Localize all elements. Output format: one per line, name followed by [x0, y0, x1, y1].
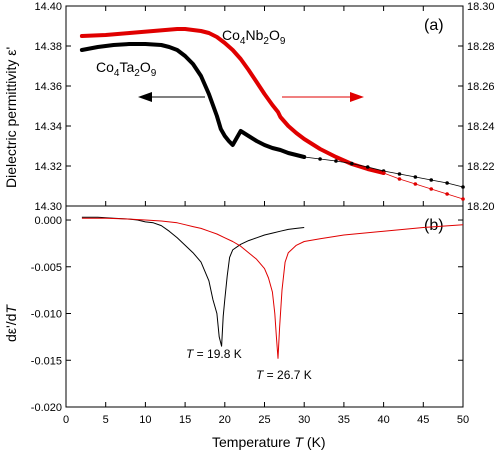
series-line-a-1 — [79, 27, 386, 175]
data-point — [445, 192, 449, 196]
y-tick-b-label: -0.005 — [31, 262, 62, 274]
series-line-b-0 — [81, 216, 305, 347]
data-point — [381, 171, 386, 175]
y-tick-right-label: 18.22 — [467, 161, 495, 173]
data-point — [461, 197, 465, 201]
series-line-b-1 — [81, 217, 464, 359]
x-tick-label: 10 — [139, 414, 151, 426]
data-point — [397, 172, 402, 176]
y-tick-right-label: 18.26 — [467, 81, 495, 93]
x-tick-label: 40 — [377, 414, 389, 426]
data-point — [413, 175, 418, 179]
panel-b-tag: (b) — [424, 217, 444, 234]
y-tick-right-label: 18.28 — [467, 41, 495, 53]
panel-a-tag: (a) — [424, 17, 444, 34]
data-point — [429, 187, 434, 191]
right-arrow — [282, 92, 364, 102]
y-tick-b-label: -0.015 — [31, 355, 62, 367]
y-tick-left-label: 14.30 — [34, 201, 62, 213]
data-point — [318, 157, 322, 161]
y-tick-right-label: 18.24 — [467, 121, 495, 133]
x-tick-label: 15 — [179, 414, 191, 426]
x-tick-label: 5 — [103, 414, 109, 426]
y-tick-left-label: 14.38 — [34, 41, 62, 53]
series-label-ta: Co4Ta2O9 — [96, 59, 157, 79]
data-point — [429, 178, 434, 182]
y-tick-b-label: -0.020 — [31, 402, 62, 414]
data — [79, 27, 465, 359]
y-tick-left-label: 14.34 — [34, 121, 62, 133]
y-axis-label-a: Dielectric permittivity ε' — [3, 47, 19, 188]
left-arrow — [138, 92, 205, 102]
annotation-t-ta: T = 19.8 K — [186, 347, 242, 361]
y-tick-left-label: 14.40 — [34, 1, 62, 13]
data-point — [302, 155, 307, 159]
x-tick-label: 45 — [417, 414, 429, 426]
x-tick-label: 30 — [298, 414, 310, 426]
x-tick-label: 20 — [219, 414, 231, 426]
y-tick-b-label: -0.010 — [31, 309, 62, 321]
ticks: 0 5 10 15 20 25 30 35 40 45 50 14.30 14.32 14.34 14.36… — [31, 1, 495, 426]
x-tick-label: 25 — [258, 414, 270, 426]
data-point — [365, 165, 370, 169]
data-point — [350, 161, 354, 166]
x-axis-label: Temperature T (K) — [212, 434, 326, 450]
y-tick-right-label: 18.30 — [467, 1, 495, 13]
data-point — [397, 177, 402, 181]
data-point — [461, 185, 465, 189]
y-tick-b-label: 0.000 — [34, 215, 62, 227]
series-line-a-3 — [383, 172, 464, 200]
x-tick-label: 50 — [457, 414, 469, 426]
data-point — [445, 181, 449, 185]
annotation-t-nb: T = 26.7 K — [256, 368, 312, 382]
y-axis-label-b: dε'/dT — [3, 304, 19, 342]
y-tick-left-label: 14.32 — [34, 161, 62, 173]
y-tick-left-label: 14.36 — [34, 81, 62, 93]
data-point — [413, 182, 418, 186]
series-label-nb: Co4Nb2O9 — [222, 27, 286, 47]
series-line-a-0 — [79, 42, 307, 159]
x-tick-label: 0 — [63, 414, 69, 426]
y-tick-right-label: 18.20 — [467, 201, 495, 213]
x-tick-label: 35 — [338, 414, 350, 426]
data-point — [334, 159, 338, 163]
